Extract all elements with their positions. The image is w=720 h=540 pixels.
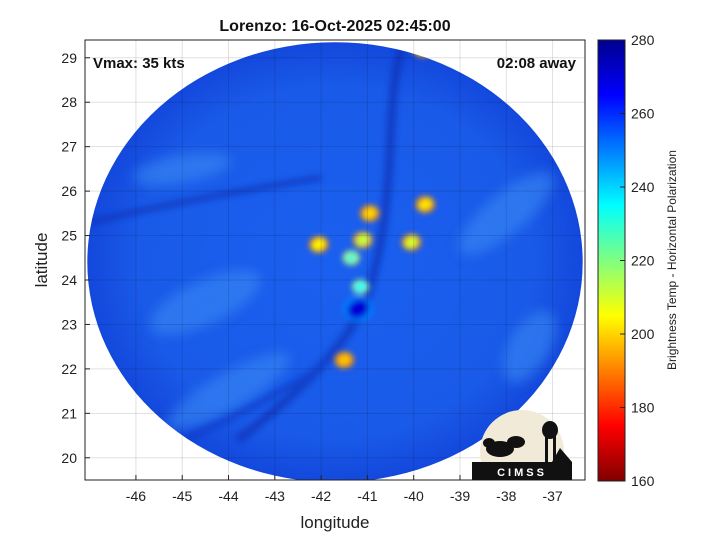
y-axis-ticks: 20 21 22 23 24 25 26 27 28 29 [61,50,90,466]
x-tick-label: -46 [126,488,146,504]
y-tick-label: 22 [61,361,77,377]
colorbar-tick-label: 200 [631,326,655,342]
x-tick-label: -44 [218,488,238,504]
light-band [167,352,290,430]
plot-area: -46 -45 -44 -43 -42 -41 -40 -39 -38 -37 202122232… [61,39,586,504]
x-tick-label: -43 [265,488,285,504]
x-tick-label: -37 [542,488,562,504]
feature-core [363,207,377,220]
y-tick-label: 28 [61,94,77,110]
colorbar-tick-label: 220 [631,253,655,269]
y-tick-label: 20 [61,450,77,466]
rainband [235,42,427,444]
cimss-logo: CIMSS [472,410,572,480]
logo-text: CIMSS [497,467,547,479]
colorbar-tick-label: 180 [631,400,655,416]
feature-core [345,252,357,263]
colorbar-ticks: 160 180 200 220 240 260 280 [620,32,655,489]
y-tick-label: 23 [61,316,77,332]
plot-frame [84,39,586,481]
colorbar-tick-label: 280 [631,32,655,48]
feature-core [337,354,351,366]
light-band [458,171,555,255]
feature-core [347,299,369,319]
x-axis-ticks: -46 -45 -44 -43 -42 -41 -40 -39 -38 -37 [126,475,563,504]
vmax-annotation: Vmax: 35 kts [93,55,185,72]
colorbar-tick-label: 240 [631,179,655,195]
colorbar-label: Brightness Temp - Horizontal Polarizatio… [665,150,679,370]
grid-lines [85,40,585,480]
feature-core [356,234,370,246]
y-tick-label: 26 [61,183,77,199]
chart-title: Lorenzo: 16-Oct-2025 02:45:00 [219,18,450,35]
y-tick-label: 25 [61,228,77,244]
x-axis-label: longitude [300,513,369,532]
x-tick-label: -39 [450,488,470,504]
x-tick-label: -45 [172,488,192,504]
colorbar: 160 180 200 220 240 260 280 Brightness Temp - … [597,32,679,489]
x-tick-label: -41 [357,488,377,504]
x-tick-label: -42 [311,488,331,504]
feature-core [404,236,419,249]
colorbar-tick-label: 160 [631,473,655,489]
swath-footprint [87,42,583,480]
light-band [132,152,232,186]
x-tick-label: -38 [496,488,516,504]
y-tick-label: 24 [61,272,77,288]
y-tick-label: 21 [61,405,77,421]
feature-core [312,238,326,251]
feature-core [418,198,432,211]
time-away-annotation: 02:08 away [497,55,577,72]
light-band [502,310,556,383]
y-axis-label: latitude [32,233,51,288]
x-tick-label: -40 [404,488,424,504]
y-tick-label: 27 [61,139,77,155]
rainband [88,174,322,226]
feature-core [354,281,367,292]
colorbar-tick-label: 260 [631,106,655,122]
y-tick-label: 29 [61,50,77,66]
light-band [150,269,261,335]
